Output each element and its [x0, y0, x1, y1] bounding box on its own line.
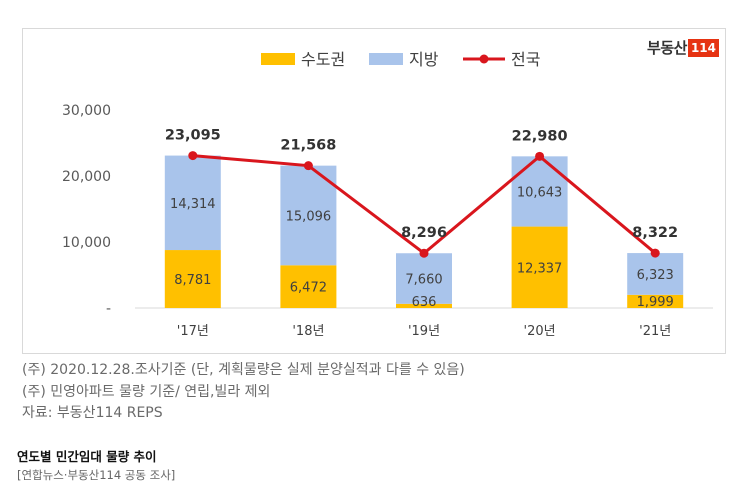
- legend-swatch-region: [369, 53, 403, 65]
- bar-metro: [627, 294, 684, 308]
- data-label-national: 8,296: [401, 225, 447, 241]
- note-line: (주) 2020.12.28.조사기준 (단, 계획물량은 실제 분양실적과 다…: [22, 362, 465, 378]
- figure-credit: [연합뉴스·부동산114 공동 조사]: [17, 468, 176, 482]
- y-tick-label: 20,000: [62, 169, 111, 185]
- x-tick-label: '21년: [639, 324, 671, 339]
- x-tick-label: '17년: [177, 324, 209, 339]
- bar-region: [164, 155, 221, 251]
- point-national: [650, 248, 660, 258]
- y-tick-label: -: [106, 301, 111, 317]
- source-line: 자료: 부동산114 REPS: [22, 405, 163, 421]
- data-label-national: 23,095: [165, 128, 221, 144]
- bar-region: [627, 253, 684, 295]
- bar-metro: [164, 250, 221, 308]
- figure-caption: 연도별 민간임대 물량 추이: [17, 449, 157, 464]
- bar-region: [396, 253, 452, 304]
- data-label-region: 6,323: [637, 268, 674, 283]
- chart-notes: (주) 2020.12.28.조사기준 (단, 계획물량은 실제 분양실적과 다…: [22, 360, 465, 425]
- bar-metro: [396, 303, 452, 308]
- legend-swatch-metro: [261, 53, 295, 65]
- point-national: [188, 151, 198, 161]
- data-label-national: 21,568: [280, 138, 336, 154]
- data-label-metro: 636: [412, 295, 437, 310]
- point-national: [303, 161, 313, 171]
- data-label-metro: 6,472: [290, 281, 327, 296]
- data-label-region: 15,096: [286, 209, 332, 224]
- brand-logo-word: 부동산: [647, 39, 687, 57]
- point-national: [419, 248, 429, 258]
- legend-label-metro: 수도권: [301, 50, 345, 69]
- legend-label-region: 지방: [409, 50, 439, 69]
- x-tick-label: '19년: [408, 324, 440, 339]
- brand-logo: 부동산 114: [647, 37, 719, 58]
- legend-marker-national: [479, 54, 489, 64]
- bar-metro: [280, 265, 337, 308]
- x-tick-label: '18년: [292, 324, 324, 339]
- chart-canvas: - 10,000 20,000 30,000 8,781 14,314 '17년 6,472 1…: [62, 50, 713, 339]
- data-label-region: 14,314: [170, 197, 216, 212]
- data-label-region: 7,660: [405, 273, 442, 288]
- point-national: [535, 151, 545, 161]
- data-label-metro: 12,337: [517, 261, 563, 276]
- data-label-national: 8,322: [632, 225, 678, 241]
- brand-logo-number: 114: [687, 38, 719, 57]
- x-tick-label: '20년: [524, 324, 556, 339]
- data-label-metro: 1,999: [637, 295, 674, 310]
- bar-region: [511, 156, 568, 227]
- bar-region: [280, 165, 337, 266]
- legend-label-national: 전국: [511, 50, 540, 69]
- y-tick-label: 10,000: [62, 235, 111, 251]
- bar-metro: [511, 226, 568, 308]
- data-label-region: 10,643: [517, 185, 563, 200]
- chart-frame: - 10,000 20,000 30,000 8,781 14,314 '17년 6,472 1…: [22, 28, 726, 354]
- data-label-metro: 8,781: [174, 273, 211, 288]
- note-line: (주) 민영아파트 물량 기준/ 연립,빌라 제외: [22, 383, 271, 400]
- data-label-national: 22,980: [512, 128, 568, 144]
- y-tick-label: 30,000: [62, 103, 111, 119]
